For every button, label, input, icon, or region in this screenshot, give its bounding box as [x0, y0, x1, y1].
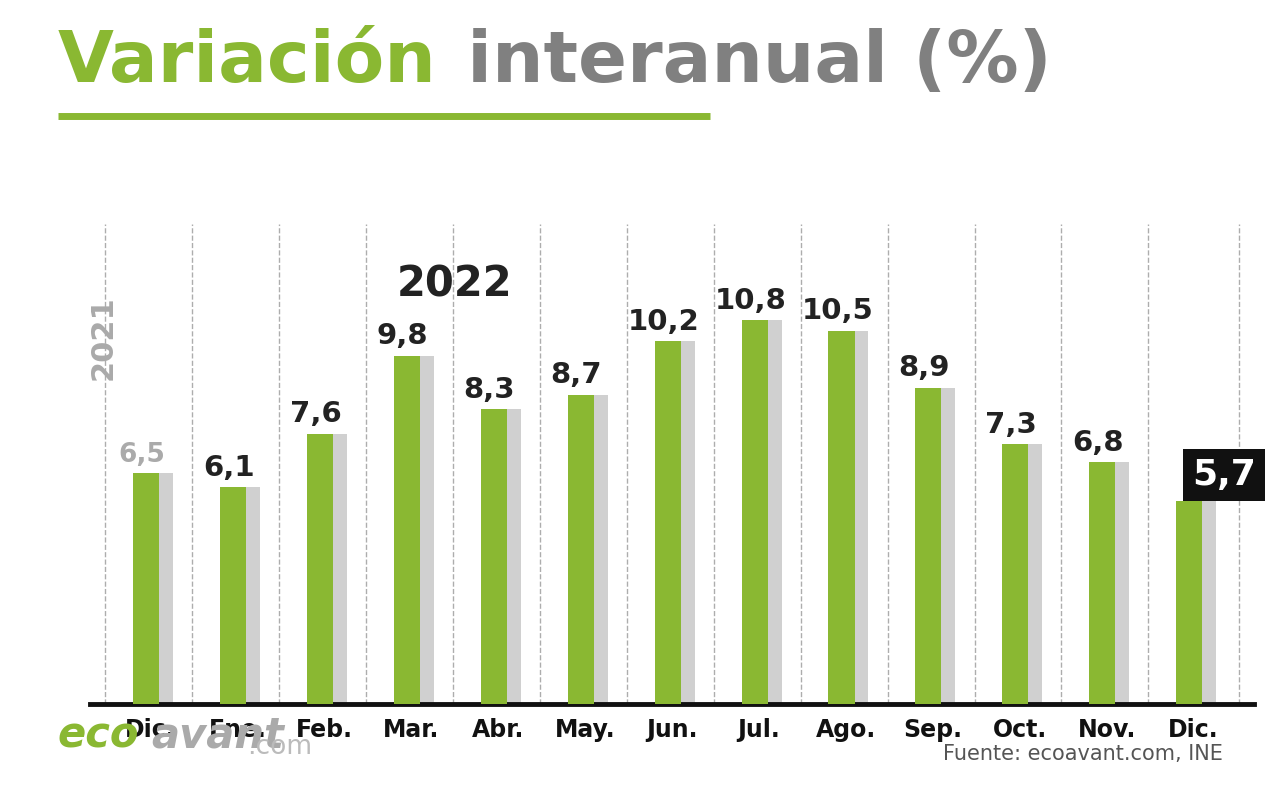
Bar: [1188, 502, 1216, 704]
Bar: [741, 320, 768, 704]
Bar: [828, 330, 855, 704]
Text: 7,6: 7,6: [289, 401, 342, 429]
Text: 10,8: 10,8: [714, 286, 786, 314]
Text: 5,7: 5,7: [1192, 458, 1256, 493]
Bar: [406, 355, 434, 704]
Bar: [580, 394, 608, 704]
Bar: [754, 320, 782, 704]
Text: 8,9: 8,9: [899, 354, 950, 382]
Bar: [319, 434, 347, 704]
Text: 10,5: 10,5: [801, 298, 873, 326]
Bar: [220, 487, 246, 704]
Text: 9,8: 9,8: [376, 322, 429, 350]
Bar: [232, 487, 260, 704]
Text: 6,8: 6,8: [1073, 429, 1124, 457]
Bar: [394, 355, 420, 704]
Bar: [1176, 502, 1202, 704]
Text: 2021: 2021: [88, 295, 118, 380]
Bar: [481, 409, 507, 704]
Bar: [493, 409, 521, 704]
Text: 7,3: 7,3: [986, 411, 1037, 439]
Bar: [841, 330, 868, 704]
Bar: [654, 342, 681, 704]
Text: 8,7: 8,7: [550, 362, 602, 390]
Text: 6,5: 6,5: [118, 442, 165, 467]
Text: eco: eco: [58, 714, 140, 756]
Bar: [1101, 462, 1129, 704]
Bar: [1015, 445, 1042, 704]
Text: avant: avant: [151, 714, 284, 756]
Bar: [568, 394, 594, 704]
Bar: [915, 387, 942, 704]
Text: 6,1: 6,1: [202, 454, 255, 482]
Bar: [133, 473, 159, 704]
Text: 10,2: 10,2: [627, 308, 699, 336]
Text: Variación: Variación: [58, 28, 436, 97]
Text: 2022: 2022: [397, 264, 512, 306]
Bar: [1089, 462, 1115, 704]
Text: 8,3: 8,3: [463, 375, 516, 403]
Bar: [928, 387, 955, 704]
Text: .com: .com: [247, 734, 312, 760]
Bar: [667, 342, 695, 704]
Text: interanual (%): interanual (%): [442, 28, 1051, 97]
Bar: [1002, 445, 1028, 704]
Bar: [307, 434, 333, 704]
Text: Fuente: ecoavant.com, INE: Fuente: ecoavant.com, INE: [942, 744, 1222, 764]
Bar: [145, 473, 173, 704]
